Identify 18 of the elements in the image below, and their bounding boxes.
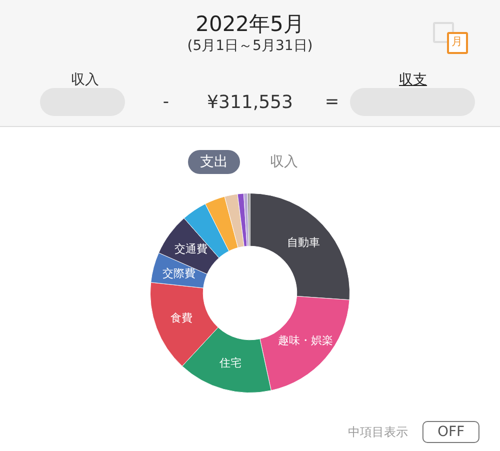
slice-label: 住宅 xyxy=(220,356,242,370)
slice-label: 自動車 xyxy=(287,236,320,249)
chart-title: 2022年5月 xyxy=(196,11,304,38)
slice-label: 交際費 xyxy=(162,266,196,280)
text: 収入 xyxy=(270,153,298,171)
text: = xyxy=(324,92,340,112)
text: 月 xyxy=(452,34,462,49)
slice-label: 趣味・娯楽 xyxy=(278,334,333,347)
text: 中項目表示 xyxy=(348,424,408,441)
text: - xyxy=(162,92,170,112)
slice-label: 食費 xyxy=(170,312,192,325)
slice-label: 交通費 xyxy=(174,242,208,256)
text: 収支 xyxy=(399,71,427,89)
chart-subtitle: (5月1日～5月31日) xyxy=(187,37,313,55)
text: 収入 xyxy=(71,71,99,89)
text: OFF xyxy=(422,421,480,443)
text: 支出 xyxy=(188,150,240,174)
text: ¥311,553 xyxy=(207,92,293,113)
